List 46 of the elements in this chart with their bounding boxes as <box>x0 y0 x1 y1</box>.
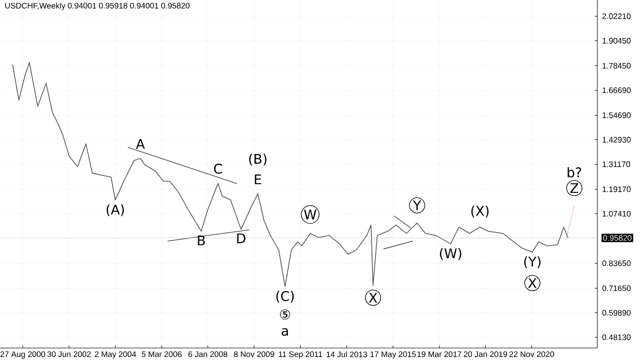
y-tick-label: 0.71650 <box>602 285 631 292</box>
annotation: b? <box>568 167 582 178</box>
annotation: B <box>198 236 205 246</box>
x-tick-label: 22 Nov 2020 <box>509 351 554 358</box>
annotation: X <box>528 278 537 288</box>
annotation: ⑤ <box>280 309 290 320</box>
annotation: (W) <box>440 248 462 260</box>
annotation: X <box>368 292 378 303</box>
annotation: (Y) <box>524 256 540 268</box>
x-tick-label: 11 Sep 2011 <box>278 351 322 359</box>
x-tick-label: 6 Jan 2008 <box>188 351 228 358</box>
annotation: Y <box>412 200 422 210</box>
x-tick-label: 19 Mar 2017 <box>417 351 462 358</box>
y-tick-label: 1.19170 <box>602 186 631 192</box>
annotation: C <box>214 164 222 174</box>
x-tick-label: 20 Jan 2019 <box>464 351 508 358</box>
x-tick-label: 5 Mar 2006 <box>142 351 182 358</box>
annotation: W <box>304 210 316 220</box>
y-tick-label: 1.42930 <box>602 136 631 143</box>
annotation: (B) <box>249 154 266 166</box>
annotation: (A) <box>106 204 124 216</box>
y-tick-label: 1.90450 <box>602 38 631 44</box>
x-tick-label: 2 May 2004 <box>94 351 136 359</box>
y-tick-label: 0.83650 <box>602 260 631 266</box>
y-tick-label: 0.59890 <box>602 310 631 316</box>
x-tick-label: 14 Jul 2013 <box>326 351 368 358</box>
chart-title: USDCHF,Weekly 0.94001 0.95918 0.94001 0.95820 <box>5 2 190 10</box>
x-tick-label: 17 May 2015 <box>370 351 416 359</box>
y-tick-label: 1.31170 <box>602 161 630 168</box>
x-tick-label: 8 Nov 2009 <box>234 351 274 358</box>
annotation: A <box>136 139 145 149</box>
annotation: (C) <box>276 290 294 303</box>
annotation: Z <box>570 183 578 193</box>
annotation: D <box>237 233 246 244</box>
annotation: (X) <box>471 206 489 218</box>
y-tick-label: 1.78450 <box>602 62 631 69</box>
y-tick-label: 0.48130 <box>602 334 631 340</box>
annotation: a <box>282 328 288 336</box>
y-tick-label: 2.02210 <box>602 13 631 20</box>
x-tick-label: 27 Aug 2000 <box>0 351 46 359</box>
y-tick-label: 1.66690 <box>602 87 631 94</box>
x-tick-label: 30 Jun 2002 <box>47 351 91 358</box>
y-tick-label: 1.07410 <box>602 210 631 217</box>
ref-line-label: 0.95820 <box>603 235 632 241</box>
y-tick-label: 1.54690 <box>602 112 631 118</box>
annotation: E <box>254 174 262 184</box>
